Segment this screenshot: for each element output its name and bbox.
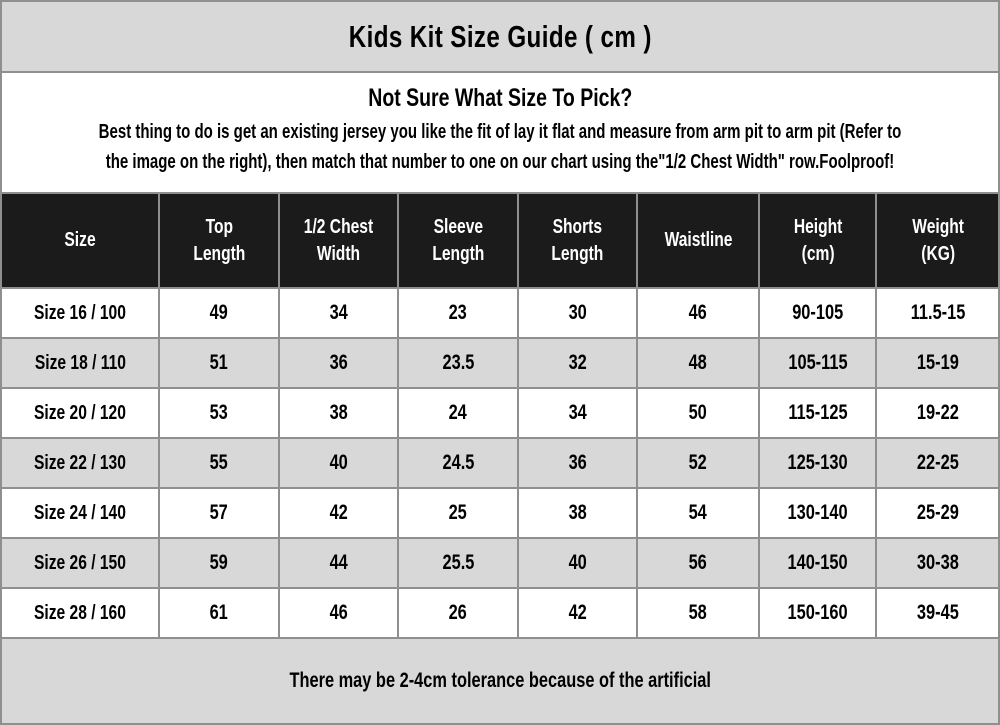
value-cell: 48 xyxy=(636,337,760,389)
column-header-height: Height (cm) xyxy=(757,193,878,289)
column-header-top-length: Top Length xyxy=(158,193,280,289)
column-header-waistline: Waistline xyxy=(636,193,760,289)
size-cell: Size 28 / 160 xyxy=(2,587,161,638)
value-cell: 130-140 xyxy=(757,487,878,539)
value-cell: 54 xyxy=(636,487,760,539)
table-row: Size 26 / 150 59 44 25.5 40 56 140-150 3… xyxy=(2,537,998,589)
value-cell: 51 xyxy=(158,337,280,389)
column-header-sleeve-length: Sleeve Length xyxy=(397,193,519,289)
value-cell: 30 xyxy=(516,287,639,339)
value-cell: 24.5 xyxy=(397,437,519,489)
intro-instructions: Best thing to do is get an existing jers… xyxy=(98,121,902,173)
value-cell: 19-22 xyxy=(875,387,998,439)
column-header-chest-width: 1/2 Chest Width xyxy=(277,193,400,289)
value-cell: 23 xyxy=(397,287,519,339)
page-title-text: Kids Kit Size Guide ( cm ) xyxy=(348,18,652,54)
intro-heading: Not Sure What Size To Pick? xyxy=(2,84,998,113)
value-cell: 25 xyxy=(397,487,519,539)
value-cell: 38 xyxy=(277,387,400,439)
value-cell: 32 xyxy=(516,337,639,389)
size-cell: Size 16 / 100 xyxy=(2,287,161,339)
value-cell: 44 xyxy=(277,537,400,589)
value-cell: 23.5 xyxy=(397,337,519,389)
value-cell: 50 xyxy=(636,387,760,439)
value-cell: 36 xyxy=(516,437,639,489)
size-cell: Size 24 / 140 xyxy=(2,487,161,539)
table-row: Size 16 / 100 49 34 23 30 46 90-105 11.5… xyxy=(2,287,998,339)
size-cell: Size 18 / 110 xyxy=(2,337,161,389)
value-cell: 55 xyxy=(158,437,280,489)
table-row: Size 20 / 120 53 38 24 34 50 115-125 19-… xyxy=(2,387,998,439)
value-cell: 105-115 xyxy=(757,337,878,389)
value-cell: 46 xyxy=(277,587,400,638)
value-cell: 61 xyxy=(158,587,280,638)
value-cell: 140-150 xyxy=(757,537,878,589)
value-cell: 42 xyxy=(277,487,400,539)
value-cell: 22-25 xyxy=(875,437,998,489)
value-cell: 53 xyxy=(158,387,280,439)
value-cell: 46 xyxy=(636,287,760,339)
value-cell: 34 xyxy=(277,287,400,339)
column-header-weight: Weight (KG) xyxy=(875,193,998,289)
size-cell: Size 26 / 150 xyxy=(2,537,161,589)
table-row: Size 18 / 110 51 36 23.5 32 48 105-115 1… xyxy=(2,337,998,389)
table-header-row: Size Top Length 1/2 Chest Width Sleeve L… xyxy=(2,193,998,289)
tolerance-note: There may be 2-4cm tolerance because of … xyxy=(289,669,711,692)
page-title: Kids Kit Size Guide ( cm ) xyxy=(306,19,695,55)
value-cell: 40 xyxy=(516,537,639,589)
value-cell: 25-29 xyxy=(875,487,998,539)
size-guide-table: Size Top Length 1/2 Chest Width Sleeve L… xyxy=(2,193,998,638)
value-cell: 30-38 xyxy=(875,537,998,589)
value-cell: 36 xyxy=(277,337,400,389)
column-header-size: Size xyxy=(2,193,161,289)
table-row: Size 22 / 130 55 40 24.5 36 52 125-130 2… xyxy=(2,437,998,489)
size-cell: Size 20 / 120 xyxy=(2,387,161,439)
intro-heading-text: Not Sure What Size To Pick? xyxy=(367,84,633,112)
value-cell: 49 xyxy=(158,287,280,339)
value-cell: 115-125 xyxy=(757,387,878,439)
value-cell: 26 xyxy=(397,587,519,638)
value-cell: 24 xyxy=(397,387,519,439)
value-cell: 25.5 xyxy=(397,537,519,589)
size-cell: Size 22 / 130 xyxy=(2,437,161,489)
value-cell: 90-105 xyxy=(757,287,878,339)
column-header-shorts-length: Shorts Length xyxy=(516,193,639,289)
value-cell: 58 xyxy=(636,587,760,638)
value-cell: 125-130 xyxy=(757,437,878,489)
value-cell: 57 xyxy=(158,487,280,539)
value-cell: 38 xyxy=(516,487,639,539)
table-row: Size 28 / 160 61 46 26 42 58 150-160 39-… xyxy=(2,587,998,638)
intro-section: Not Sure What Size To Pick? Best thing t… xyxy=(2,73,998,194)
value-cell: 11.5-15 xyxy=(875,287,998,339)
footer-note-bar: There may be 2-4cm tolerance because of … xyxy=(2,637,998,723)
value-cell: 39-45 xyxy=(875,587,998,638)
value-cell: 42 xyxy=(516,587,639,638)
value-cell: 15-19 xyxy=(875,337,998,389)
value-cell: 59 xyxy=(158,537,280,589)
table-row: Size 24 / 140 57 42 25 38 54 130-140 25-… xyxy=(2,487,998,539)
value-cell: 150-160 xyxy=(757,587,878,638)
value-cell: 40 xyxy=(277,437,400,489)
value-cell: 56 xyxy=(636,537,760,589)
value-cell: 52 xyxy=(636,437,760,489)
title-bar: Kids Kit Size Guide ( cm ) xyxy=(2,2,998,73)
value-cell: 34 xyxy=(516,387,639,439)
